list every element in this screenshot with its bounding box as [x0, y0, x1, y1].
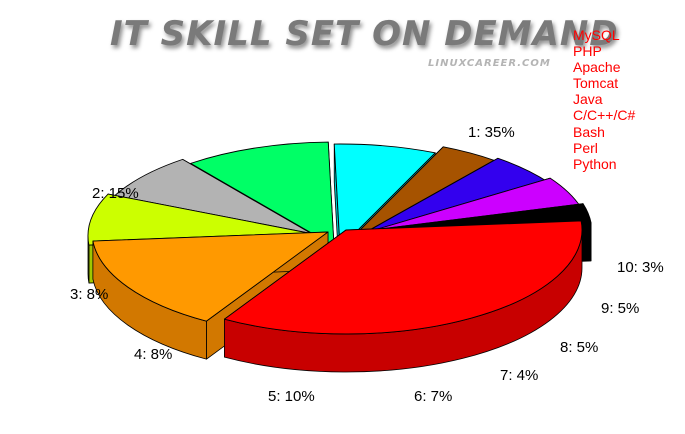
- legend-entry: Bash: [573, 123, 605, 140]
- legend-entry: Java: [573, 91, 603, 108]
- slice-label: 2: 15%: [92, 185, 139, 202]
- slice-top: [333, 143, 436, 249]
- slice-label: 1: 35%: [468, 124, 515, 141]
- slice-label: 3: 8%: [70, 286, 108, 303]
- slice-label: 5: 10%: [268, 388, 315, 405]
- pie-slice: [224, 220, 583, 373]
- legend-entry: Tomcat: [573, 75, 619, 92]
- chart-subtitle: LINUXCAREER.COM: [428, 58, 551, 69]
- legend-entry: MySQL: [573, 27, 620, 43]
- slice-label: 6: 7%: [414, 388, 452, 405]
- slice-label: 9: 5%: [601, 300, 639, 317]
- slice-label: 10: 3%: [617, 259, 664, 276]
- chart-title: IT SKILL SET ON DEMAND: [110, 14, 619, 54]
- legend-entry: PHP: [573, 43, 602, 60]
- legend-entry: Python: [573, 155, 617, 172]
- legend-entry: C/C++/C#: [573, 107, 636, 124]
- legend-entry: Apache: [573, 59, 621, 76]
- slice-top: [224, 220, 583, 335]
- slice-label: 8: 5%: [560, 339, 598, 356]
- legend-entry: Perl: [573, 139, 598, 156]
- slice-top: [87, 193, 325, 246]
- legend: MySQL PHP Apache Tomcat Java C/C++/C# Ba…: [573, 27, 635, 172]
- slice-label: 7: 4%: [500, 367, 538, 384]
- slice-top: [92, 231, 329, 322]
- slice-top: [190, 141, 335, 247]
- slice-label: 4: 8%: [134, 346, 172, 363]
